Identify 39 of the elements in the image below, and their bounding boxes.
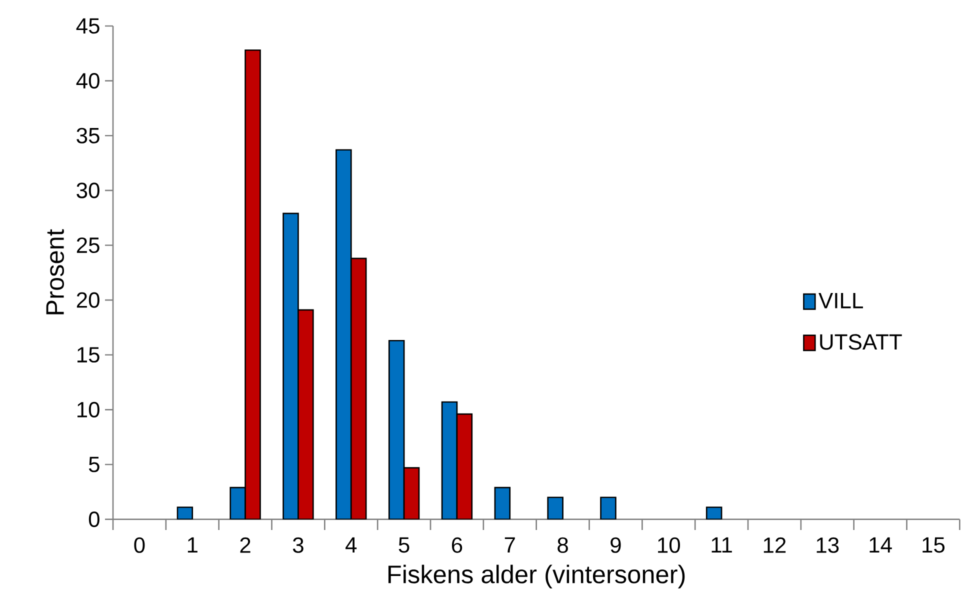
x-tick-label: 10 (658, 537, 680, 553)
x-tick-label: 9 (610, 537, 621, 553)
bar (244, 49, 261, 520)
x-tick-label: 8 (558, 537, 568, 553)
y-tick-label: 40 (76, 73, 100, 89)
bar (600, 496, 616, 520)
bar (494, 486, 511, 520)
bar (176, 506, 194, 520)
x-tick-label: 15 (922, 537, 945, 553)
y-tick-label: 30 (76, 182, 100, 198)
y-tick-label: 0 (88, 512, 100, 528)
bar (706, 506, 722, 520)
bar (298, 309, 314, 520)
y-tick-label: 15 (78, 347, 100, 363)
bar (547, 496, 564, 520)
x-axis-title: Fiskens alder (vintersoner) (388, 564, 685, 588)
x-tick-label: 12 (764, 537, 786, 553)
legend-label: VILL (818, 293, 863, 308)
x-tick-label: 14 (870, 537, 892, 552)
x-tick-label: 7 (504, 537, 515, 552)
y-tick-label: 45 (76, 18, 100, 34)
x-tick-label: 2 (240, 537, 250, 553)
x-tick-label: 1 (188, 537, 198, 552)
x-tick-label: 0 (134, 537, 145, 553)
y-tick-label: 5 (88, 456, 100, 472)
x-tick-label: 11 (712, 537, 732, 552)
y-tick-label: 20 (76, 292, 100, 308)
x-tick-label: 4 (346, 537, 357, 552)
x-tick-label: 5 (398, 537, 410, 553)
bar (350, 258, 367, 520)
x-tick-label: 6 (452, 537, 462, 553)
y-tick-label: 25 (76, 237, 100, 254)
y-tick-label: 10 (78, 402, 100, 418)
y-axis-title: Prosent (46, 229, 64, 314)
x-tick-label: 3 (292, 537, 304, 553)
legend-label: UTSATT (820, 334, 902, 350)
y-tick-label: 35 (76, 128, 100, 144)
x-tick-label: 13 (816, 537, 839, 553)
bar (403, 467, 420, 520)
